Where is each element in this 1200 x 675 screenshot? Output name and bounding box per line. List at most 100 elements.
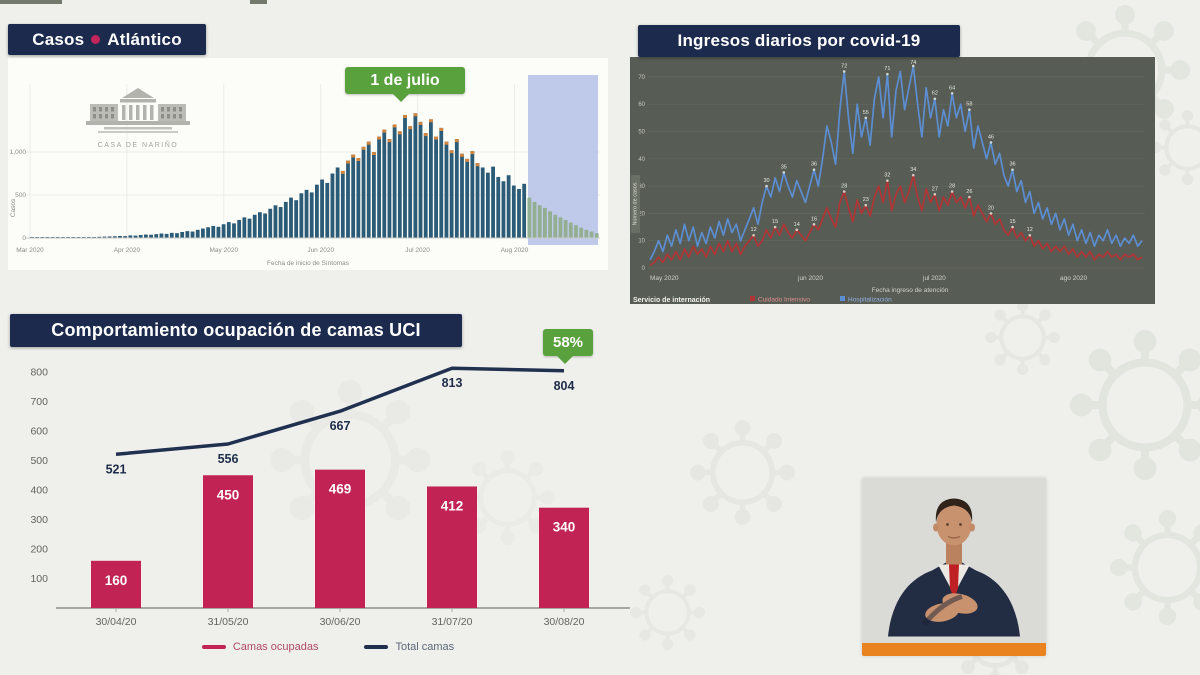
- case-bar: [304, 189, 309, 238]
- case-bar: [543, 207, 547, 238]
- annotation-1-de-julio: 1 de julio: [345, 67, 465, 102]
- case-bar: [506, 175, 511, 238]
- case-bar: [522, 183, 527, 238]
- y-tick-label: 0: [642, 266, 646, 272]
- virus-icon: [987, 302, 1058, 373]
- case-bar: [511, 185, 516, 238]
- case-bar: [491, 166, 495, 238]
- virus-icon: [1113, 513, 1200, 622]
- case-bar-tip: [351, 154, 356, 158]
- data-label: 15: [1009, 219, 1015, 225]
- case-bar: [112, 236, 117, 238]
- case-bar: [486, 172, 490, 238]
- case-bar: [408, 126, 413, 238]
- case-bar: [133, 235, 138, 238]
- data-label: 32: [884, 173, 890, 179]
- case-bar: [465, 158, 470, 238]
- case-bar: [325, 182, 330, 238]
- case-bar: [584, 229, 589, 238]
- uci-legend: Camas ocupadas Total camas: [8, 641, 648, 653]
- palace-building-icon: [86, 88, 190, 133]
- logo-caption: CASA DE NARIÑO: [97, 142, 179, 149]
- case-bar: [439, 127, 444, 238]
- legend-label: Hospitalización: [848, 297, 892, 304]
- ticker-fragment: [0, 0, 62, 4]
- case-bar: [475, 163, 480, 238]
- case-bar: [294, 200, 299, 238]
- case-bar: [123, 236, 128, 238]
- case-bar: [496, 176, 501, 238]
- y-tick-label: 300: [30, 514, 48, 526]
- case-bar: [377, 136, 381, 238]
- case-bar: [527, 197, 532, 238]
- case-bar: [392, 124, 397, 238]
- y-axis-title: Casos: [10, 198, 17, 217]
- case-bar: [185, 231, 190, 238]
- case-bar: [330, 173, 335, 238]
- legend-label: Cuidado Intensivo: [758, 297, 810, 304]
- case-bar-tip: [387, 139, 392, 143]
- x-axis-title: Fecha de inicio de Síntomas: [267, 260, 350, 267]
- x-tick-label: 30/04/20: [96, 616, 137, 628]
- case-bar: [315, 184, 319, 238]
- case-bar-tip: [356, 158, 361, 162]
- case-bar: [309, 192, 314, 238]
- data-label: 34: [910, 167, 916, 173]
- case-bar-tip: [372, 152, 376, 155]
- case-bar: [594, 233, 599, 238]
- total-camas-swatch-icon: [364, 645, 389, 649]
- x-tick-label: Aug 2020: [501, 247, 529, 254]
- case-bar: [501, 181, 506, 238]
- data-label: 62: [932, 91, 938, 97]
- legend-title: Servicio de internación: [633, 297, 710, 304]
- case-bar: [87, 236, 91, 238]
- case-bar-tip: [408, 126, 413, 130]
- case-bar: [107, 236, 112, 238]
- y-tick-label: 20: [638, 211, 645, 217]
- line-value-label: 813: [442, 376, 463, 390]
- case-bar: [589, 231, 594, 238]
- data-label: 36: [811, 162, 817, 168]
- case-bar: [118, 235, 122, 238]
- case-bar-tip: [397, 131, 402, 135]
- case-bar: [361, 146, 366, 238]
- x-axis-title: Fecha ingreso de atención: [872, 287, 949, 294]
- case-bar: [237, 219, 242, 238]
- case-bar: [97, 236, 102, 238]
- case-bar: [340, 170, 345, 238]
- ingresos-header: Ingresos diarios por covid-19: [638, 25, 960, 57]
- case-bar: [289, 197, 293, 238]
- uci-bar: [427, 486, 477, 608]
- case-bar: [242, 217, 247, 238]
- case-bar: [201, 228, 205, 238]
- case-bar: [159, 233, 164, 238]
- uci-header: Comportamiento ocupación de camas UCI: [10, 314, 462, 347]
- case-bar-tip: [423, 133, 428, 137]
- virus-icon: [693, 423, 792, 522]
- case-bar: [434, 136, 438, 238]
- x-tick-label: May 2020: [210, 247, 239, 254]
- case-bar: [418, 121, 423, 238]
- casa-de-narino-logo: CASA DE NARIÑO: [76, 84, 200, 149]
- case-bar: [574, 225, 578, 238]
- case-bar: [553, 214, 558, 238]
- data-label: 64: [949, 85, 955, 91]
- x-tick-label: jul 2020: [922, 275, 946, 282]
- x-tick-label: Mar 2020: [16, 247, 44, 254]
- case-bar: [263, 213, 267, 238]
- case-bar: [169, 232, 174, 238]
- x-tick-label: ago 2020: [1060, 275, 1087, 282]
- interpreter-figure: [888, 498, 1020, 637]
- case-bar: [144, 234, 148, 238]
- legend-swatch: [750, 296, 755, 301]
- series-line: [649, 174, 1143, 267]
- case-bar: [382, 129, 387, 238]
- line-value-label: 556: [218, 452, 239, 466]
- case-bar-tip: [449, 150, 454, 154]
- data-label: 74: [910, 60, 916, 66]
- legend-item-total-camas: Total camas: [364, 641, 454, 653]
- uci-bar: [539, 507, 589, 608]
- x-tick-label: 31/05/20: [208, 616, 249, 628]
- bar-value-label: 412: [441, 498, 464, 513]
- case-bar: [258, 212, 262, 238]
